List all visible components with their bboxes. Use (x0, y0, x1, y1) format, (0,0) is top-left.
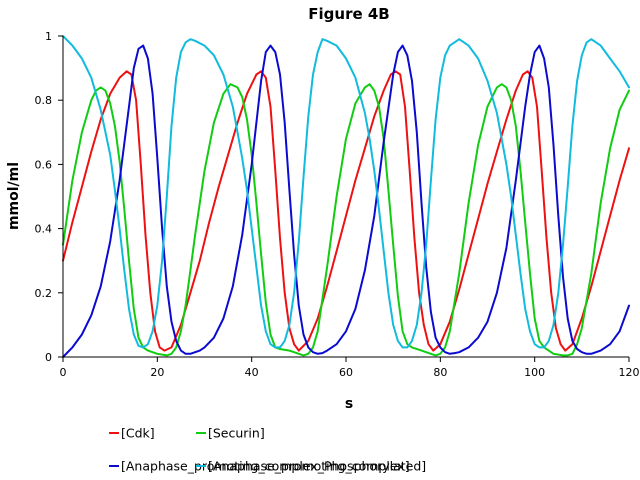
series-line-1 (62, 83, 630, 357)
y-axis-label: mmol/ml (6, 162, 22, 230)
chart-title: Figure 4B (308, 5, 389, 23)
y-tick-label: 0 (45, 351, 52, 364)
legend-label-2: [Anaphase_promoting_complex_Phosphorylat… (121, 459, 426, 474)
x-tick-label: 20 (150, 366, 164, 379)
y-tick-label: 0.8 (35, 94, 53, 107)
x-ticks: 0 20 40 60 80 100 120 (60, 357, 640, 379)
legend-label-0: [Cdk] (121, 426, 155, 441)
series-line-0 (62, 70, 630, 352)
y-ticks: 0 0.2 0.4 0.6 0.8 1 (35, 30, 63, 364)
legend-label-3: [Anaphase_promoting_complex] (208, 459, 410, 474)
x-axis-label: s (345, 396, 353, 412)
x-tick-label: 100 (524, 366, 545, 379)
y-tick-label: 1 (45, 30, 52, 43)
x-tick-label: 40 (245, 366, 259, 379)
series-line-3 (62, 35, 630, 349)
x-tick-label: 0 (60, 366, 67, 379)
x-tick-label: 120 (619, 366, 640, 379)
x-tick-label: 80 (433, 366, 447, 379)
x-tick-label: 60 (339, 366, 353, 379)
legend-label-1: [Securin] (208, 426, 265, 441)
y-tick-label: 0.6 (35, 158, 53, 171)
legend: [Cdk] [Securin] [Anaphase_promoting_comple… (109, 426, 426, 474)
y-tick-label: 0.2 (35, 287, 53, 300)
series-line-2 (62, 44, 630, 358)
series-layer (62, 35, 630, 358)
y-tick-label: 0.4 (35, 223, 53, 236)
